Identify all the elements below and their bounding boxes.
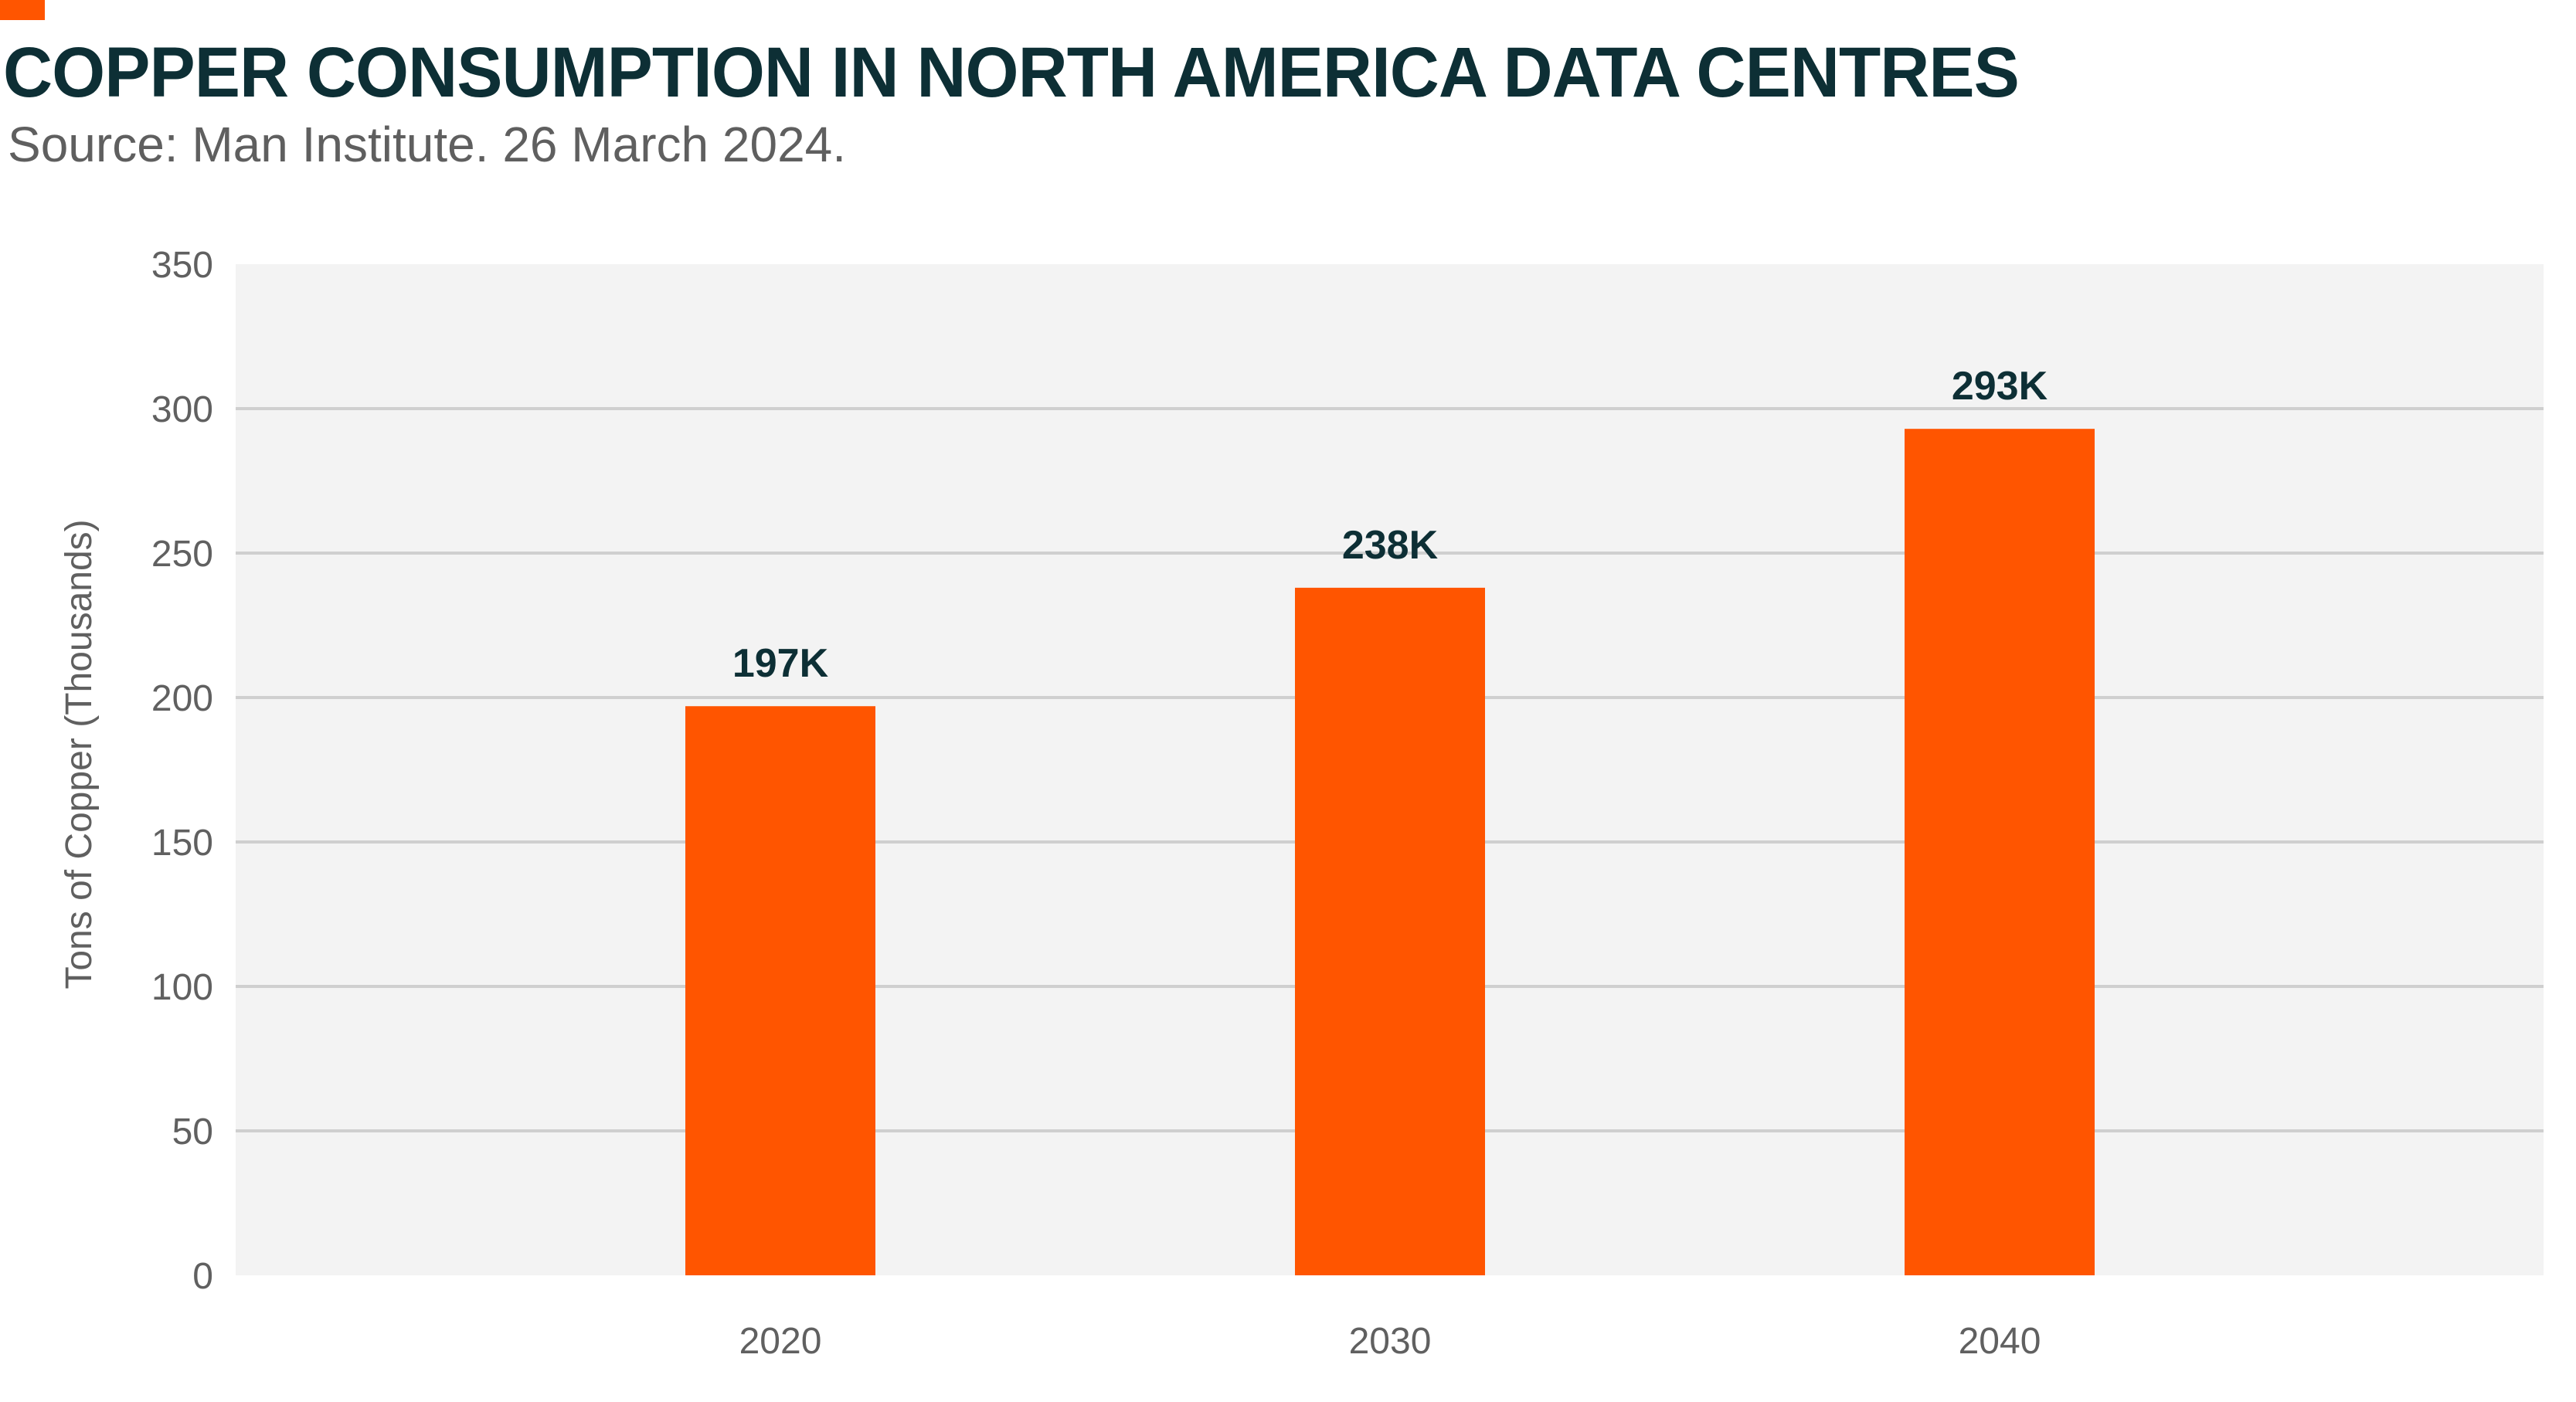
chart-source: Source: Man Institute. 26 March 2024. xyxy=(8,117,847,172)
y-axis-ticks: 0 50 100 150 200 250 300 350 xyxy=(151,245,213,1297)
data-label: 293K xyxy=(1952,364,2048,409)
bar-2020 xyxy=(685,706,875,1275)
bars xyxy=(685,429,2095,1276)
y-axis-title: Tons of Copper (Thousands) xyxy=(59,519,100,989)
accent-mark xyxy=(0,0,45,20)
y-tick-label: 100 xyxy=(151,967,213,1008)
data-label: 238K xyxy=(1342,523,1439,568)
data-labels: 197K 238K 293K xyxy=(732,364,2048,686)
x-tick-label: 2020 xyxy=(739,1321,822,1362)
y-tick-label: 300 xyxy=(151,389,213,430)
y-tick-label: 0 xyxy=(192,1256,213,1297)
y-tick-label: 250 xyxy=(151,534,213,575)
bar-2040 xyxy=(1905,429,2095,1276)
data-label: 197K xyxy=(732,641,829,686)
y-tick-label: 200 xyxy=(151,678,213,719)
y-tick-label: 150 xyxy=(151,823,213,864)
x-axis-ticks: 2020 2030 2040 xyxy=(739,1321,2041,1362)
bar-2030 xyxy=(1295,587,1485,1275)
x-tick-label: 2030 xyxy=(1349,1321,1432,1362)
x-tick-label: 2040 xyxy=(1959,1321,2041,1362)
chart-title: COPPER CONSUMPTION IN NORTH AMERICA DATA… xyxy=(3,33,2020,112)
y-tick-label: 50 xyxy=(172,1112,213,1152)
y-tick-label: 350 xyxy=(151,245,213,286)
